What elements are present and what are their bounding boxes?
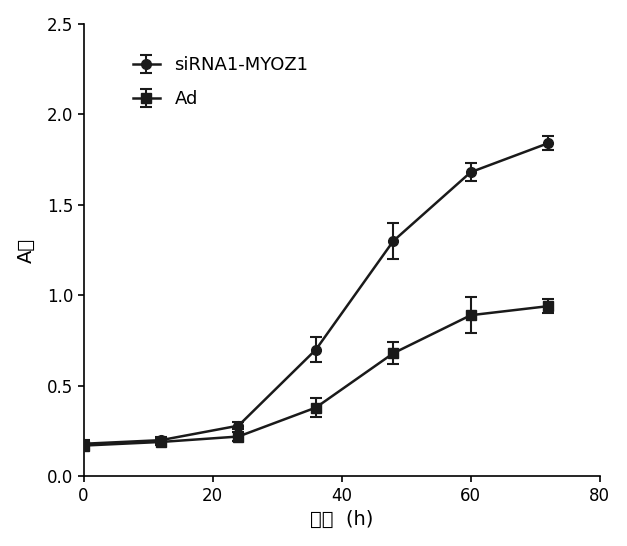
X-axis label: 时间  (h): 时间 (h): [310, 511, 374, 529]
Legend: siRNA1-MYOZ1, Ad: siRNA1-MYOZ1, Ad: [119, 41, 323, 123]
Y-axis label: A值: A值: [17, 238, 36, 263]
